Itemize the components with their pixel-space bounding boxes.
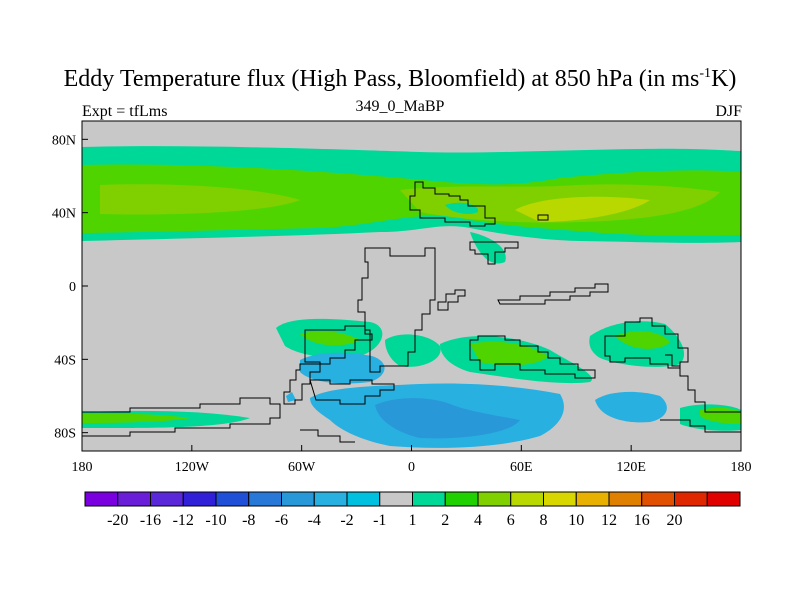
colorbar-swatch	[575, 491, 610, 507]
colorbar-label: -4	[308, 512, 321, 529]
coast-australia	[604, 317, 689, 369]
season-label: DJF	[715, 103, 742, 120]
colorbar-swatch	[510, 491, 544, 507]
contour-sh-australia-inner	[615, 331, 670, 349]
colorbar-swatch	[150, 491, 184, 507]
colorbar-swatch	[412, 491, 446, 507]
colorbar-label: -20	[107, 512, 128, 529]
colorbar-label: 12	[601, 512, 617, 529]
y-tick-label: 40N	[52, 207, 76, 222]
coast-antarctic-peninsula	[309, 379, 395, 405]
y-tick-label: 80N	[52, 133, 76, 148]
coast-southern-shelf	[82, 397, 281, 437]
contour-sh-indian-inner	[470, 341, 548, 366]
y-tick-label: 40S	[54, 353, 76, 368]
colorbar-label: -8	[242, 512, 255, 529]
colorbar-label: 1	[409, 512, 417, 529]
colorbar-label: -6	[275, 512, 288, 529]
colorbar-swatch	[84, 491, 119, 507]
colorbar-swatch	[346, 491, 381, 507]
contour-sh-west-inner	[300, 331, 360, 346]
contour-sh-blue-east	[595, 391, 667, 423]
coast-island-chain	[497, 283, 609, 305]
x-tick-label: 60E	[510, 460, 533, 475]
colorbar-swatch	[706, 491, 741, 507]
x-tick-label: 180	[731, 460, 752, 475]
coast-arabia	[437, 289, 466, 311]
colorbar-label: 4	[474, 512, 482, 529]
coast-southeast-shelf	[660, 419, 741, 433]
y-tick-label: 0	[69, 280, 76, 295]
colorbar-label: -16	[140, 512, 161, 529]
colorbar-label: -12	[173, 512, 194, 529]
chart-title: Eddy Temperature flux (High Pass, Bloomf…	[63, 66, 737, 92]
y-axis: 80N 40N 0 40S 80S	[52, 133, 88, 442]
x-axis: 180 120W 60W 0 60E 120E 180	[72, 445, 752, 475]
x-tick-label: 120W	[175, 460, 210, 475]
colorbar-swatch	[379, 491, 413, 507]
contour-sh-atlantic	[385, 334, 441, 367]
colorbar-label: 16	[634, 512, 650, 529]
colorbar-swatch	[641, 491, 675, 507]
contour-nh-lobe	[470, 232, 506, 264]
colorbar-label: 20	[667, 512, 683, 529]
colorbar-swatch	[117, 491, 151, 507]
contour-sh-cyan-west	[286, 392, 296, 402]
colorbar-swatch	[674, 491, 708, 507]
colorbar-swatch	[215, 491, 250, 507]
contour-sh-blue-core	[375, 398, 520, 439]
colorbar-label: -2	[340, 512, 353, 529]
colorbar-swatch	[444, 491, 479, 507]
coast-southern-interior	[300, 429, 355, 443]
x-tick-label: 120E	[616, 460, 646, 475]
colorbar-swatch	[313, 491, 348, 507]
coast-indian-shelf	[469, 335, 596, 379]
colorbar-label: 8	[540, 512, 548, 529]
colorbar-label: 6	[507, 512, 515, 529]
coast-africa	[357, 247, 436, 373]
contour-sh-south-west-inner	[82, 413, 190, 423]
colorbar-label: -1	[373, 512, 386, 529]
experiment-label: Expt = tfLms	[82, 103, 168, 120]
colorbar-label: 10	[568, 512, 584, 529]
x-tick-label: 60W	[288, 460, 316, 475]
coast-eurasia	[409, 181, 496, 227]
chart-subtitle: 349_0_MaBP	[355, 98, 445, 115]
colorbar-label: 2	[441, 512, 449, 529]
contour-nh-band-inner	[100, 184, 300, 215]
colorbar-swatch	[182, 491, 217, 507]
contour-sh-blue-patagonia	[300, 352, 385, 384]
coast-south-america	[283, 325, 373, 405]
colorbar-swatch	[543, 491, 577, 507]
colorbar-swatch	[608, 491, 643, 507]
coast-small-isle	[537, 214, 549, 221]
contour-fills	[82, 146, 741, 448]
coast-pacific-ridge	[665, 354, 741, 413]
colorbar-label: -10	[205, 512, 226, 529]
y-tick-label: 80S	[54, 427, 76, 442]
colorbar-swatch	[477, 491, 512, 507]
contour-nh-core	[515, 196, 650, 222]
colorbar-swatch	[281, 491, 315, 507]
x-tick-label: 180	[72, 460, 93, 475]
x-tick-label: 0	[408, 460, 415, 475]
colorbar: -20 -16 -12 -10 -8 -6 -4 -2 -1 1 2 4 6 8 10 12 16 20	[84, 491, 741, 529]
colorbar-swatch	[248, 491, 282, 507]
coastlines	[82, 181, 741, 443]
coast-asia-south	[469, 241, 519, 265]
